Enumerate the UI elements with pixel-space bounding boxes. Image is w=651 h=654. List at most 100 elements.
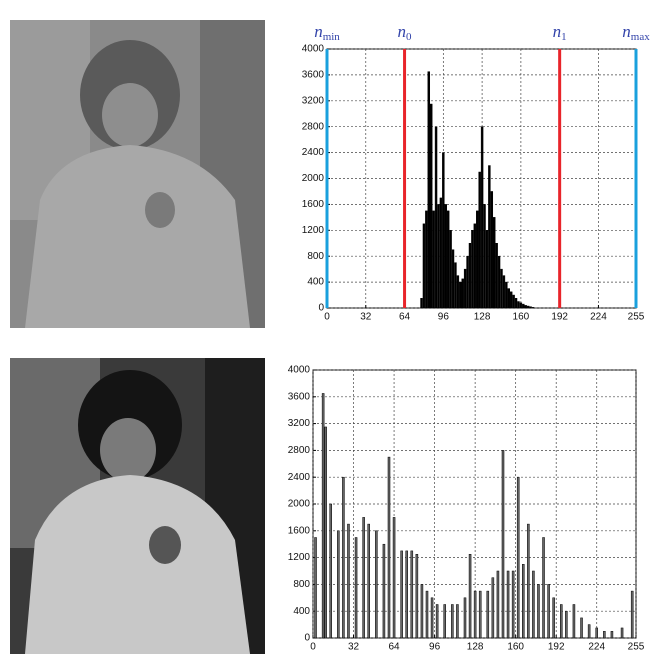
histogram-bar xyxy=(473,590,477,639)
y-tick-label: 3200 xyxy=(288,418,311,429)
histogram-bar xyxy=(512,294,515,309)
histogram-bar xyxy=(529,306,532,309)
histogram-bar xyxy=(405,550,408,639)
histogram-bar xyxy=(572,604,576,639)
histogram-bar xyxy=(630,590,634,639)
histogram-bar xyxy=(468,554,472,639)
x-tick-label: 160 xyxy=(513,312,530,323)
threshold-label: n0 xyxy=(398,22,413,43)
histogram-bar xyxy=(476,210,479,309)
threshold-symbol: n xyxy=(398,22,407,41)
y-tick-label: 3600 xyxy=(288,391,311,402)
histogram-bar xyxy=(451,604,454,639)
histogram-bar xyxy=(432,210,435,309)
y-tick-label: 1600 xyxy=(302,199,325,210)
y-tick-label: 3600 xyxy=(302,70,325,81)
histogram-bar xyxy=(444,204,447,309)
y-tick-label: 2000 xyxy=(302,173,325,184)
histogram-bar xyxy=(524,305,527,309)
y-tick-label: 2800 xyxy=(302,121,325,132)
histogram-bar xyxy=(488,165,491,309)
y-tick-label: 2800 xyxy=(288,445,311,456)
x-tick-label: 96 xyxy=(429,642,441,653)
histogram-bar xyxy=(420,584,424,639)
x-tick-label: 128 xyxy=(474,312,491,323)
histogram-bar xyxy=(516,476,520,639)
threshold-subscript: min xyxy=(323,31,341,43)
y-tick-label: 4000 xyxy=(288,365,311,376)
y-tick-label: 2000 xyxy=(288,499,311,510)
histogram-bar xyxy=(362,517,365,639)
histogram-bar xyxy=(400,550,403,639)
histogram-bar xyxy=(547,584,550,639)
histogram-bar xyxy=(437,204,440,309)
histogram-bar xyxy=(337,530,340,639)
histogram-bar xyxy=(497,255,501,309)
y-tick-label: 400 xyxy=(307,277,324,288)
histogram-bar xyxy=(415,554,419,639)
histogram-bar xyxy=(610,631,614,639)
histogram-bar xyxy=(517,301,520,309)
x-tick-label: 128 xyxy=(467,642,484,653)
threshold-label: n1 xyxy=(553,22,567,43)
y-tick-label: 0 xyxy=(304,633,310,644)
histogram-bar xyxy=(595,627,598,639)
histogram-bar xyxy=(580,617,583,639)
histogram-bar xyxy=(314,537,317,639)
x-tick-label: 64 xyxy=(389,642,401,653)
histogram-bar xyxy=(537,584,540,639)
histogram-bar xyxy=(451,249,455,309)
y-tick-label: 1200 xyxy=(302,225,325,236)
histogram-bar xyxy=(542,537,545,639)
threshold-subscript: 1 xyxy=(561,31,567,43)
histogram-bar xyxy=(324,426,327,639)
histogram-bar xyxy=(505,281,508,309)
histogram-bar xyxy=(463,268,467,309)
histogram-bar xyxy=(375,530,378,639)
x-tick-label: 224 xyxy=(590,312,607,323)
histogram-bar xyxy=(420,298,423,309)
threshold-label: nmin xyxy=(314,22,340,43)
histogram-bar xyxy=(519,302,523,309)
histogram-bar xyxy=(382,543,386,639)
histogram-bar xyxy=(496,570,500,639)
histogram-bar xyxy=(463,597,467,639)
y-tick-label: 400 xyxy=(293,606,310,617)
x-tick-label: 255 xyxy=(628,642,645,653)
histogram-bar xyxy=(446,210,450,309)
histogram-bar xyxy=(509,291,513,309)
equalized-photo xyxy=(10,358,265,654)
histogram-bar xyxy=(430,597,434,639)
histogram-bar xyxy=(468,243,472,309)
x-tick-label: 32 xyxy=(360,312,372,323)
histogram-bar xyxy=(480,126,484,309)
histogram-bar xyxy=(486,590,490,639)
histogram-bar xyxy=(531,307,535,309)
histogram-bar xyxy=(500,268,503,309)
histogram-bar xyxy=(461,278,464,309)
histogram-bar xyxy=(429,103,433,309)
histogram-bar xyxy=(443,604,446,639)
y-tick-label: 2400 xyxy=(288,472,311,483)
threshold-subscript: max xyxy=(631,31,650,43)
histogram-bar xyxy=(459,281,462,309)
histogram-bar xyxy=(387,456,391,639)
histogram-bar xyxy=(434,126,438,309)
threshold-subscript: 0 xyxy=(406,31,412,43)
histogram-bar xyxy=(425,590,429,639)
histogram-bar xyxy=(532,570,535,639)
histogram-bar xyxy=(466,255,469,309)
histogram-bar xyxy=(603,631,606,639)
histogram-bar xyxy=(526,305,530,309)
histogram-bar xyxy=(522,303,525,309)
histogram-bar xyxy=(471,230,474,309)
threshold-symbol: n xyxy=(314,22,323,41)
histogram-bar xyxy=(329,503,332,639)
y-tick-label: 3200 xyxy=(302,95,325,106)
original-photo xyxy=(10,20,265,328)
histogram-bar xyxy=(493,217,496,309)
y-tick-label: 800 xyxy=(307,251,324,262)
histogram-bar xyxy=(422,223,426,309)
